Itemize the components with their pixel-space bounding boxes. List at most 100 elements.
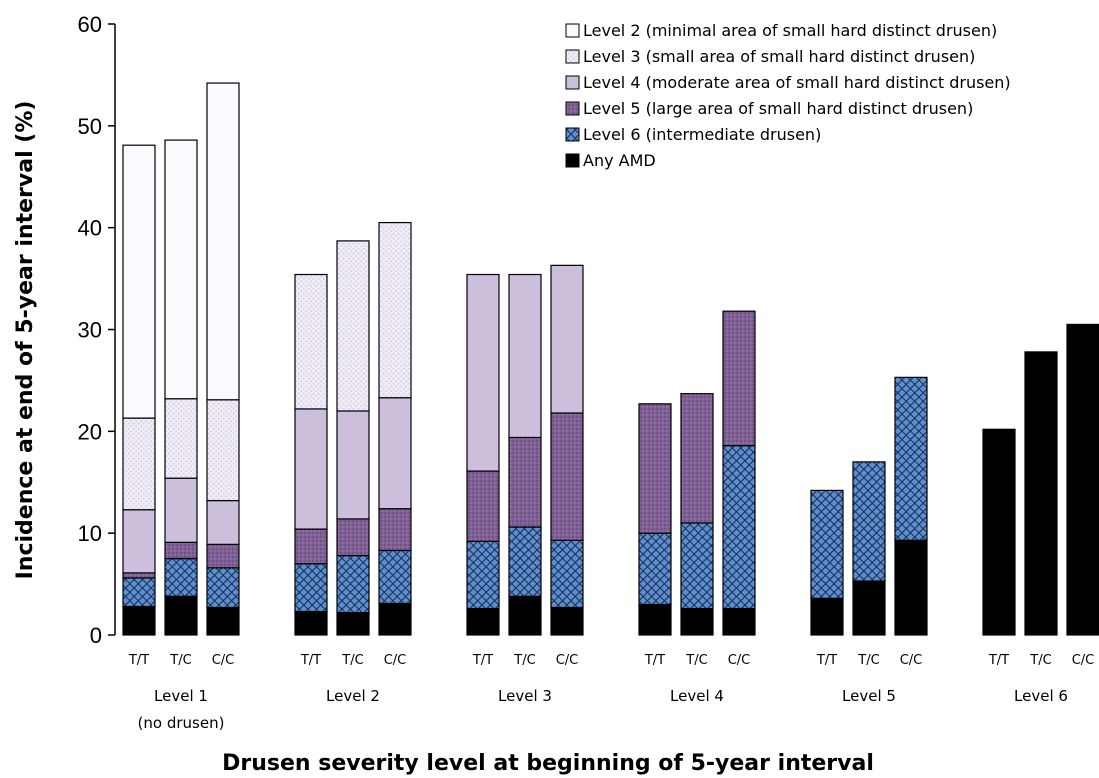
bar-label: T/T	[816, 653, 837, 668]
bar-segment	[122, 144, 156, 419]
bar-segment	[294, 610, 328, 636]
bar-segment	[810, 597, 844, 636]
group-label: Level 5	[842, 687, 896, 705]
bar-label: T/T	[300, 653, 321, 668]
bar-label: C/C	[728, 653, 751, 668]
legend-label: Any AMD	[583, 151, 656, 170]
y-tick-label: 40	[78, 216, 102, 241]
x-axis-title: Drusen severity level at beginning of 5-…	[222, 751, 874, 776]
legend-swatch	[565, 127, 580, 142]
bar-label: T/C	[685, 653, 707, 668]
bar-segment	[378, 508, 412, 552]
bar-segment	[638, 403, 672, 534]
bar-segment	[294, 528, 328, 565]
bar-segment	[294, 563, 328, 613]
group-label: Level 6	[1014, 687, 1068, 705]
bar-segment	[164, 595, 198, 636]
bar-segment	[206, 399, 240, 502]
bar-segment	[164, 139, 198, 400]
bar-segment	[122, 577, 156, 608]
y-tick-label: 50	[78, 114, 102, 139]
legend-swatch	[565, 153, 580, 168]
bar-segment	[122, 509, 156, 574]
y-tick-label: 0	[90, 623, 102, 648]
bar-label: T/C	[169, 653, 191, 668]
bar-segment	[1066, 323, 1099, 636]
bar-segment	[378, 602, 412, 636]
bar-label: T/C	[857, 653, 879, 668]
bar-segment	[206, 606, 240, 636]
bar-segment	[550, 539, 584, 609]
legend-label: Level 3 (small area of small hard distin…	[583, 47, 975, 66]
bar-segment	[722, 607, 756, 636]
bar-segment	[294, 408, 328, 530]
bar-label: T/T	[128, 653, 149, 668]
bar-segment	[378, 397, 412, 510]
bar-label: T/C	[1029, 653, 1051, 668]
bar-segment	[680, 393, 714, 524]
legend-swatch	[565, 101, 580, 116]
bar-segment	[466, 540, 500, 610]
bar-segment	[638, 532, 672, 606]
bar-label: T/C	[513, 653, 535, 668]
bar-segment	[550, 412, 584, 541]
bar-segment	[206, 567, 240, 609]
bar-segment	[206, 82, 240, 401]
bar-label: T/T	[472, 653, 493, 668]
y-tick-label: 20	[78, 419, 102, 444]
group-label: Level 4	[670, 687, 724, 705]
group-label: Level 3	[498, 687, 552, 705]
bar-segment	[810, 489, 844, 599]
bar-segment	[378, 221, 412, 399]
bar-segment	[894, 539, 928, 636]
bar-segment	[336, 410, 370, 520]
bar-label: C/C	[1072, 653, 1095, 668]
bar-segment	[508, 526, 542, 597]
bar-label: C/C	[900, 653, 923, 668]
bar-label: T/C	[341, 653, 363, 668]
bar-segment	[550, 264, 584, 414]
bar-label: C/C	[212, 653, 235, 668]
bar-segment	[680, 522, 714, 610]
bar-label: T/T	[988, 653, 1009, 668]
group-sublabel: (no drusen)	[138, 714, 225, 732]
bar-segment	[336, 518, 370, 557]
group-label: Level 1	[154, 687, 208, 705]
bar-segment	[206, 543, 240, 569]
bar-segment	[122, 572, 156, 579]
bar-segment	[722, 444, 756, 610]
legend-swatch	[565, 75, 580, 90]
y-tick-label: 60	[78, 12, 102, 37]
bar-segment	[508, 595, 542, 636]
bar-segment	[1024, 351, 1058, 636]
bar-label: T/T	[644, 653, 665, 668]
legend-label: Level 4 (moderate area of small hard dis…	[583, 73, 1011, 92]
bar-segment	[508, 436, 542, 528]
bar-segment	[164, 558, 198, 597]
legend-label: Level 5 (large area of small hard distin…	[583, 99, 973, 118]
bar-segment	[852, 580, 886, 636]
legend-label: Level 6 (intermediate drusen)	[583, 125, 821, 144]
bar-segment	[336, 611, 370, 636]
bar-segment	[206, 499, 240, 545]
bar-label: C/C	[384, 653, 407, 668]
bar-segment	[508, 273, 542, 439]
legend-swatch	[565, 23, 580, 38]
bar-segment	[164, 477, 198, 543]
bar-segment	[336, 240, 370, 412]
bar-segment	[336, 554, 370, 614]
bar-segment	[852, 461, 886, 582]
bar-segment	[466, 607, 500, 636]
bar-segment	[466, 273, 500, 472]
bar-segment	[164, 398, 198, 479]
bar-segment	[294, 273, 328, 410]
group-label: Level 2	[326, 687, 380, 705]
y-tick-label: 30	[78, 318, 102, 343]
bar-segment	[122, 605, 156, 636]
y-axis-title: Incidence at end of 5-year interval (%)	[13, 101, 38, 580]
bar-segment	[378, 549, 412, 605]
legend-swatch	[565, 49, 580, 64]
bar-segment	[680, 607, 714, 636]
bar-label: C/C	[556, 653, 579, 668]
